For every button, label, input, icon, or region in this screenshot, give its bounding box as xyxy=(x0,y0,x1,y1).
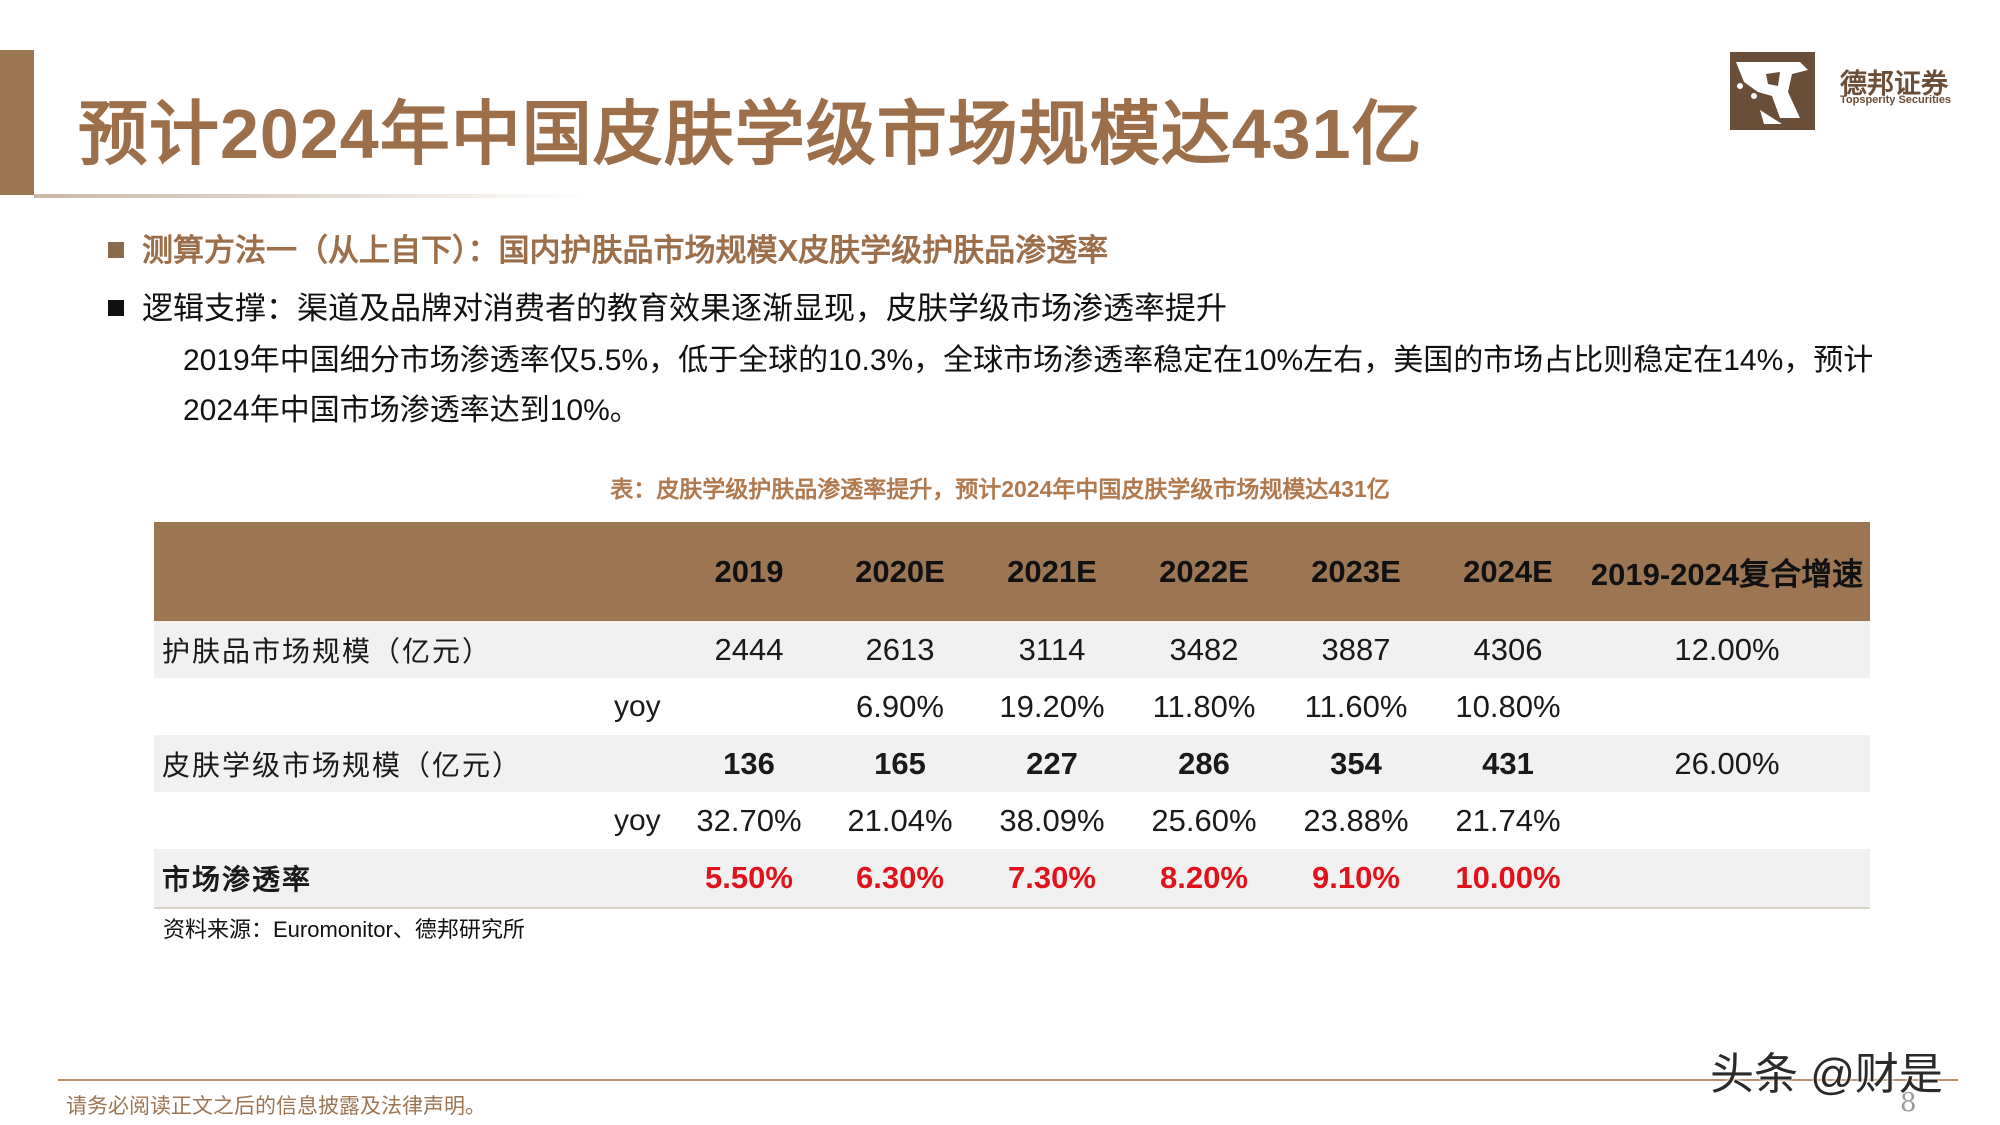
table-cell: 6.30% xyxy=(824,849,976,909)
row-label: 市场渗透率 xyxy=(154,849,614,909)
company-logo: 德邦证券 Topsperity Securities xyxy=(1730,52,1955,132)
logo-name-cn: 德邦证券 xyxy=(1840,69,1948,99)
header-cell: 2022E xyxy=(1128,522,1280,621)
header-cell: 2023E xyxy=(1280,522,1432,621)
table-cell: 354 xyxy=(1280,735,1432,792)
table-row: yoy 32.70% 21.04% 38.09% 25.60% 23.88% 2… xyxy=(154,792,1870,849)
table-row: 市场渗透率 5.50% 6.30% 7.30% 8.20% 9.10% 10.0… xyxy=(154,849,1870,909)
table-cell: 2613 xyxy=(824,621,976,678)
table-header-row: 2019 2020E 2021E 2022E 2023E 2024E 2019-… xyxy=(154,522,1870,621)
row-sub-label xyxy=(614,621,674,678)
market-size-table: 2019 2020E 2021E 2022E 2023E 2024E 2019-… xyxy=(154,522,1870,909)
table-cell: 6.90% xyxy=(856,688,944,724)
table-cell: 23.88% xyxy=(1303,802,1409,838)
page-number: 8 xyxy=(1900,1088,1917,1118)
table-row: yoy 6.90% 19.20% 11.80% 11.60% 10.80% xyxy=(154,678,1870,735)
row-sub-label: yoy xyxy=(614,803,661,837)
table-row: 护肤品市场规模（亿元） 2444 2613 3114 3482 3887 430… xyxy=(154,621,1870,678)
table-cell: 165 xyxy=(824,735,976,792)
square-bullet-icon xyxy=(108,299,124,316)
table-row: 皮肤学级市场规模（亿元） 136 165 227 286 354 431 26.… xyxy=(154,735,1870,792)
cagr-cell xyxy=(1584,792,1870,849)
square-bullet-icon xyxy=(108,241,124,258)
table-cell: 4306 xyxy=(1432,621,1584,678)
row-label xyxy=(154,792,614,849)
header-cell xyxy=(154,522,614,621)
table-cell: 25.60% xyxy=(1151,802,1257,838)
watermark: 头条 @财是 xyxy=(1710,1050,1943,1099)
table-cell: 21.04% xyxy=(847,802,953,838)
table-cell: 3482 xyxy=(1128,621,1280,678)
table-cell: 11.80% xyxy=(1152,688,1256,724)
footer-divider xyxy=(58,1079,1958,1081)
header-cell: 2020E xyxy=(824,522,976,621)
row-label: 皮肤学级市场规模（亿元） xyxy=(154,735,614,792)
header-cell: 2024E xyxy=(1432,522,1584,621)
table-source: 资料来源：Euromonitor、德邦研究所 xyxy=(163,917,525,942)
table-cell: 21.74% xyxy=(1455,802,1561,838)
bullet-text: 测算方法一（从上自下）：国内护肤品市场规模X皮肤学级护肤品渗透率 xyxy=(142,233,1109,268)
table-caption: 表：皮肤学级护肤品渗透率提升，预计2024年中国皮肤学级市场规模达431亿 xyxy=(610,476,1390,502)
table-cell: 10.00% xyxy=(1432,849,1584,909)
table-cell: 9.10% xyxy=(1280,849,1432,909)
row-sub-label xyxy=(614,849,674,909)
table-cell: 19.20% xyxy=(999,688,1105,724)
header-cell: 2019-2024复合增速 xyxy=(1584,522,1870,621)
row-sub-label: yoy xyxy=(614,689,661,723)
table-cell: 286 xyxy=(1128,735,1280,792)
table-cell: 7.30% xyxy=(976,849,1128,909)
table-cell: 32.70% xyxy=(696,802,802,838)
header-cell xyxy=(614,522,674,621)
header-cell: 2021E xyxy=(976,522,1128,621)
cagr-cell: 12.00% xyxy=(1584,621,1870,678)
table-cell xyxy=(674,678,824,735)
header-cell: 2019 xyxy=(674,522,824,621)
bullet-text: 逻辑支撑：渠道及品牌对消费者的教育效果逐渐显现，皮肤学级市场渗透率提升 xyxy=(142,291,1227,326)
table-cell: 2444 xyxy=(674,621,824,678)
cagr-cell: 26.00% xyxy=(1584,735,1870,792)
table-cell: 8.20% xyxy=(1128,849,1280,909)
cagr-cell xyxy=(1584,849,1870,909)
bullet-logic: 逻辑支撑：渠道及品牌对消费者的教育效果逐渐显现，皮肤学级市场渗透率提升 xyxy=(108,283,1227,328)
row-sub-label xyxy=(614,735,674,792)
leopard-logo-icon xyxy=(1730,52,1815,130)
title-underline xyxy=(34,194,590,198)
table-cell: 136 xyxy=(674,735,824,792)
cagr-cell xyxy=(1584,678,1870,735)
table-cell: 431 xyxy=(1432,735,1584,792)
bullet-method: 测算方法一（从上自下）：国内护肤品市场规模X皮肤学级护肤品渗透率 xyxy=(108,225,1108,270)
table-cell: 11.60% xyxy=(1304,688,1408,724)
table-cell: 38.09% xyxy=(999,802,1105,838)
body-paragraph: 2019年中国细分市场渗透率仅5.5%，低于全球的10.3%，全球市场渗透率稳定… xyxy=(183,344,1874,427)
page-title: 预计2024年中国皮肤学级市场规模达431亿 xyxy=(78,95,1423,173)
title-accent-bar xyxy=(0,50,34,195)
footer-disclaimer: 请务必阅读正文之后的信息披露及法律声明。 xyxy=(66,1095,486,1118)
logo-name-en: Topsperity Securities xyxy=(1840,94,1952,106)
table-cell: 227 xyxy=(976,735,1128,792)
row-label xyxy=(154,678,614,735)
table-cell: 3887 xyxy=(1280,621,1432,678)
table-cell: 10.80% xyxy=(1455,688,1561,724)
row-label: 护肤品市场规模（亿元） xyxy=(154,621,614,678)
table-cell: 5.50% xyxy=(674,849,824,909)
table-cell: 3114 xyxy=(976,621,1128,678)
